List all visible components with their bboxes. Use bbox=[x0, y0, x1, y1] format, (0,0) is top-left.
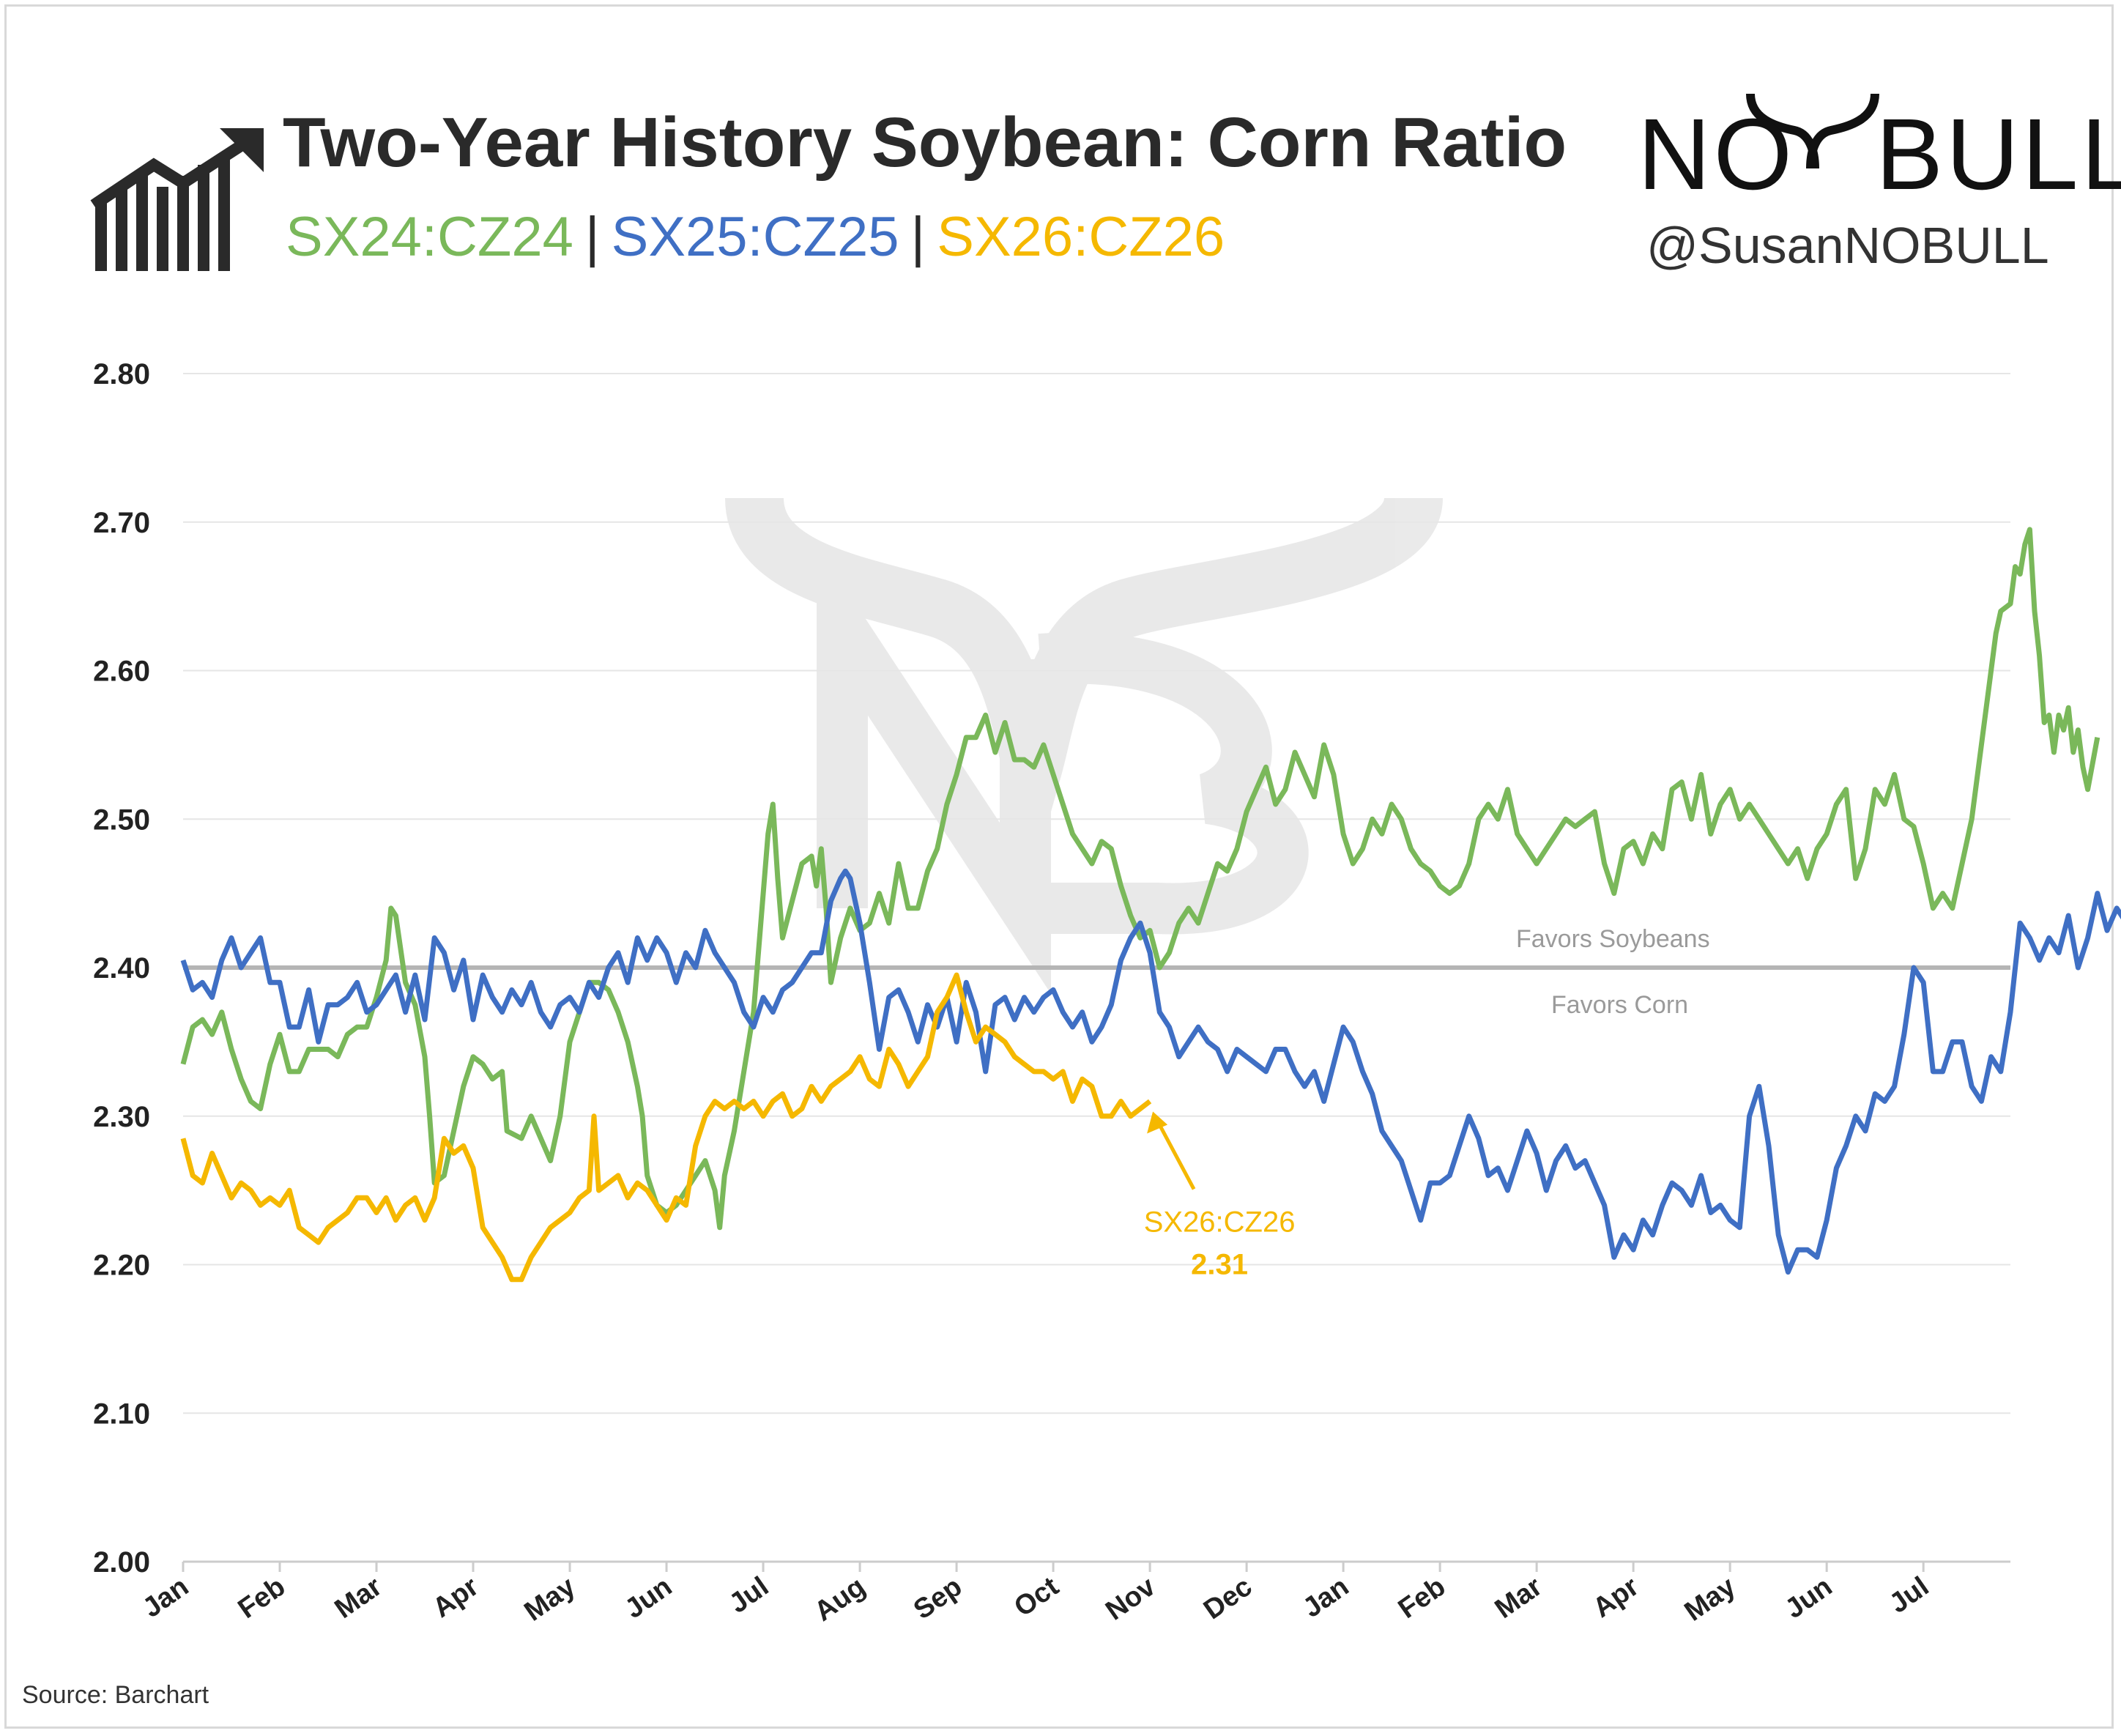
x-tick-label: Jan bbox=[137, 1571, 194, 1624]
bull-horns-icon bbox=[1746, 93, 1879, 169]
y-tick-label: 2.70 bbox=[93, 507, 150, 539]
x-axis-ticks: Jan Feb Mar Apr May Jun Jul Aug Sep Oct Nov Dec Jan F… bbox=[137, 1562, 1934, 1628]
chart-subtitle: SX24:CZ24 | SX25:CZ25 | SX26:CZ26 bbox=[286, 205, 1225, 269]
x-tick-label: Nov bbox=[1100, 1571, 1161, 1627]
x-tick-label: Jul bbox=[724, 1571, 774, 1620]
legend-separator: | bbox=[910, 206, 926, 268]
y-tick-label: 2.50 bbox=[93, 804, 150, 836]
x-tick-label: Dec bbox=[1198, 1571, 1258, 1625]
y-axis-ticks: 2.00 2.10 2.20 2.30 2.40 2.50 2.60 2.70 2.80 bbox=[93, 358, 150, 1579]
x-tick-label: Apr bbox=[427, 1571, 484, 1624]
x-tick-label: Oct bbox=[1009, 1571, 1064, 1623]
legend-sx26: SX26:CZ26 bbox=[937, 206, 1225, 268]
x-tick-label: Sep bbox=[908, 1571, 967, 1625]
x-tick-label: May bbox=[1679, 1571, 1742, 1628]
y-tick-label: 2.60 bbox=[93, 656, 150, 688]
brand-logo: NO BULL bbox=[1638, 97, 2121, 213]
y-tick-label: 2.10 bbox=[93, 1398, 150, 1430]
series-line-sx26-cz26 bbox=[180, 972, 1152, 1283]
annotation: SX26:CZ26 2.31 bbox=[1144, 1111, 1296, 1280]
brand-logo-right: BULL bbox=[1876, 98, 2121, 211]
reference-label-above: Favors Soybeans bbox=[1516, 925, 1710, 953]
reference-label-below: Favors Corn bbox=[1551, 991, 1688, 1019]
x-tick-label: Feb bbox=[233, 1571, 291, 1625]
brand-handle: @SusanNOBULL bbox=[1646, 217, 2049, 274]
growth-chart-icon bbox=[90, 128, 264, 271]
annotation-label: SX26:CZ26 bbox=[1144, 1206, 1296, 1238]
x-tick-label: Aug bbox=[809, 1571, 872, 1628]
y-tick-label: 2.30 bbox=[93, 1101, 150, 1133]
x-tick-label: Feb bbox=[1393, 1571, 1451, 1625]
annotation-arrowhead bbox=[1147, 1111, 1168, 1134]
y-tick-label: 2.20 bbox=[93, 1250, 150, 1282]
y-tick-label: 2.00 bbox=[93, 1546, 150, 1579]
y-tick-label: 2.80 bbox=[93, 358, 150, 390]
x-tick-label: Apr bbox=[1588, 1571, 1645, 1624]
chart-frame bbox=[4, 4, 2114, 1729]
legend-sx24: SX24:CZ24 bbox=[286, 206, 573, 268]
annotation-value: 2.31 bbox=[1191, 1248, 1248, 1280]
x-tick-label: Jul bbox=[1884, 1571, 1934, 1620]
x-tick-label: Jun bbox=[620, 1571, 677, 1625]
x-tick-label: Mar bbox=[330, 1571, 388, 1625]
annotation-arrow bbox=[1156, 1122, 1196, 1190]
legend-sx25: SX25:CZ25 bbox=[611, 206, 899, 268]
x-tick-label: Jan bbox=[1298, 1571, 1355, 1624]
chart-title: Two-Year History Soybean: Corn Ratio bbox=[283, 103, 1567, 182]
x-tick-label: May bbox=[519, 1571, 582, 1628]
x-tick-label: Mar bbox=[1490, 1571, 1548, 1625]
legend-separator: | bbox=[584, 206, 600, 268]
series-lines bbox=[180, 527, 2121, 1283]
brand-logo-left: NO bbox=[1638, 98, 1795, 211]
source-note: Source: Barchart bbox=[22, 1681, 209, 1709]
x-tick-label: Jun bbox=[1780, 1571, 1838, 1625]
series-line-sx25-cz25 bbox=[180, 868, 2121, 1275]
y-tick-label: 2.40 bbox=[93, 952, 150, 984]
